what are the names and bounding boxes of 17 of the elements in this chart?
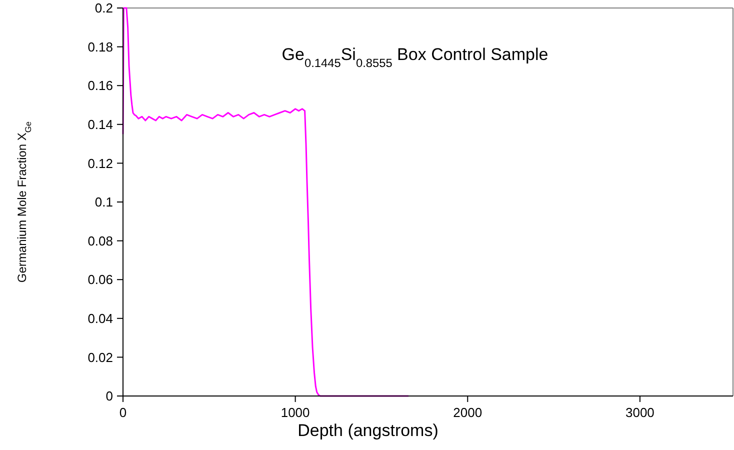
x-axis-title: Depth (angstroms) [298, 421, 438, 440]
text: Ge$_{0.1445}$Si$_{0.8555}$ Box Control Sample [282, 45, 548, 70]
y-tick-label: 0.14 [88, 116, 113, 132]
x-tick-label: 0 [119, 405, 127, 420]
x-tick-label: 2000 [453, 405, 482, 420]
y-tick-label: 0.2 [94, 0, 113, 16]
y-tick-label: 0.18 [88, 39, 113, 54]
y-tick-label: 0.16 [88, 78, 113, 94]
x-tick-label: 3000 [625, 405, 654, 420]
y-tick-label: 0 [106, 388, 113, 404]
y-tick-label: 0.1 [94, 194, 113, 210]
y-tick-label: 0.04 [88, 310, 113, 326]
y-tick-label: 0.06 [88, 272, 113, 288]
y-tick-label: 0.02 [88, 350, 113, 365]
y-tick-label: 0.08 [88, 233, 113, 248]
y-tick-label: 0.12 [88, 156, 113, 171]
x-tick-label: 1000 [280, 405, 310, 420]
